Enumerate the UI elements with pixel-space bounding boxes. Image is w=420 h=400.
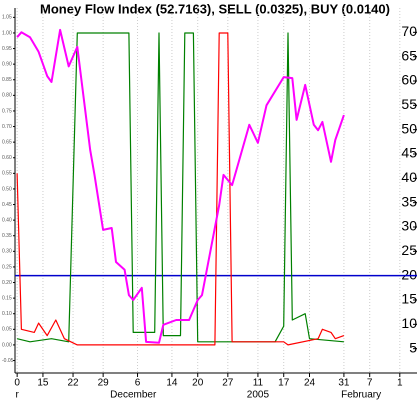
x-tick-label: 0 [14,378,20,389]
y-tick-label: 65 [401,47,417,63]
y2-tick-label: 0.80 [2,93,12,99]
y2-tick-label: 0.15 [2,295,12,301]
y2-tick-label: 0.00 [2,342,12,348]
y-tick-label: 5 [409,339,417,355]
x-tick-label: 24 [304,378,316,389]
month-label: 2005 [247,390,270,400]
y2-tick-label: 0.25 [2,264,12,270]
x-tick-label: 15 [37,378,49,389]
y2-tick-label: 0.95 [2,46,12,52]
x-tick-label: 6 [135,378,141,389]
x-tick-label: 17 [278,378,290,389]
x-tick-label: 14 [166,378,178,389]
y2-tick-label: 0.20 [2,280,12,286]
y-tick-label: 50 [401,120,417,136]
x-tick-label: 27 [222,378,234,389]
series-line [16,32,345,346]
y-tick-label: 40 [401,169,417,185]
month-label: February [341,390,381,400]
y2-tick-label: 1.05 [2,15,12,21]
y-tick-label: 60 [401,72,417,88]
y-tick-label: 55 [401,96,417,112]
y2-tick-label: 0.55 [2,171,12,177]
y2-tick-label: 1.00 [2,30,12,36]
y2-tick-label: 0.90 [2,61,12,67]
series-line [16,28,345,344]
x-tick-label: 29 [98,378,110,389]
y2-tick-label: 0.85 [2,77,12,83]
y-tick-label: 35 [401,193,417,209]
month-label: December [110,390,157,400]
y2-tick-label: 0.40 [2,217,12,223]
y2-tick-label: 0.65 [2,139,12,145]
x-tick-label: 11 [253,378,264,389]
x-tick-label: 1 [397,378,403,389]
y2-tick-label: 0.35 [2,233,12,239]
y-tick-label: 70 [401,23,417,39]
y2-tick-label: 0.10 [2,311,12,317]
y2-tick-label: 0.50 [2,186,12,192]
y-tick-label: 20 [401,266,417,282]
x-tick-label: 20 [192,378,204,389]
y-tick-label: 15 [401,291,417,307]
y2-tick-label: 0.75 [2,108,12,114]
x-tick-label: 22 [67,378,79,389]
x-tick-label: 31 [338,378,350,389]
y2-tick-label: 0.70 [2,124,12,130]
y-tick-label: 25 [401,242,417,258]
y2-tick-label: 0.45 [2,202,12,208]
y2-tick-label: -0.05 [2,358,14,364]
y-tick-label: 30 [401,218,417,234]
y2-tick-label: 0.60 [2,155,12,161]
y-tick-label: 45 [401,145,417,161]
series-line [16,32,344,343]
chart-title: Money Flow Index (52.7163), SELL (0.0325… [40,1,390,16]
y2-tick-label: 0.05 [2,327,12,333]
x-tick-label: 7 [367,378,373,389]
y2-tick-label: 0.30 [2,249,12,255]
month-label: r [15,390,19,400]
y-tick-label: 10 [401,315,417,331]
